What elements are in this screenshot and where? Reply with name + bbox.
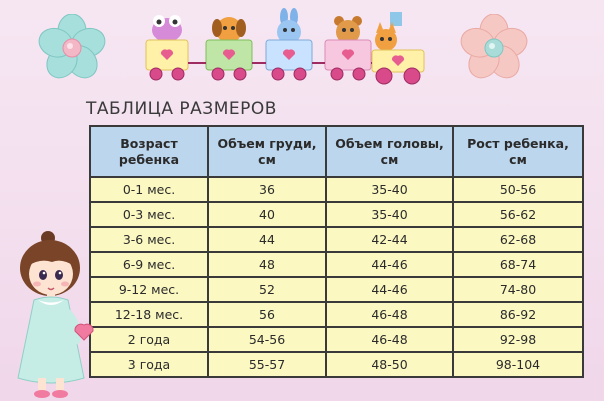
cell-chest: 44 (207, 226, 327, 253)
cell-height: 56-62 (452, 201, 584, 228)
doll-illustration (17, 231, 94, 398)
cell-head: 35-40 (325, 176, 454, 203)
cell-head: 48-50 (325, 351, 454, 378)
cell-head: 44-46 (325, 251, 454, 278)
cell-height: 92-98 (452, 326, 584, 353)
cell-age: 12-18 мес. (89, 301, 209, 328)
cell-height: 98-104 (452, 351, 584, 378)
column-header-line: ребенка (118, 151, 180, 167)
cell-age: 0-1 мес. (89, 176, 209, 203)
cell-head: 46-48 (325, 301, 454, 328)
cell-age: 3-6 мес. (89, 226, 209, 253)
cell-height: 62-68 (452, 226, 584, 253)
table-header-row: Возраст ребенка Объем груди, см Объем го… (89, 125, 584, 178)
cell-chest: 40 (207, 201, 327, 228)
table-row: 3 года 55-57 48-50 98-104 (89, 351, 584, 378)
table-row: 0-3 мес. 40 35-40 56-62 (89, 201, 584, 228)
cell-chest: 52 (207, 276, 327, 303)
column-header-chest: Объем груди, см (207, 125, 327, 178)
cell-height: 68-74 (452, 251, 584, 278)
cell-chest: 36 (207, 176, 327, 203)
cell-chest: 54-56 (207, 326, 327, 353)
cell-chest: 48 (207, 251, 327, 278)
table-title: ТАБЛИЦА РАЗМЕРОВ (86, 99, 277, 119)
cell-chest: 55-57 (207, 351, 327, 378)
cell-age: 6-9 мес. (89, 251, 209, 278)
frog-car (145, 15, 189, 71)
column-header-head: Объем головы, см (325, 125, 454, 178)
column-header-line: см (258, 151, 276, 167)
table-row: 2 года 54-56 46-48 92-98 (89, 326, 584, 353)
cell-age: 3 года (89, 351, 209, 378)
column-header-line: см (509, 151, 527, 167)
cell-height: 86-92 (452, 301, 584, 328)
column-header-line: Возраст (120, 135, 178, 151)
bear-car (324, 16, 372, 71)
table-row: 3-6 мес. 44 42-44 62-68 (89, 226, 584, 253)
column-header-age: Возраст ребенка (89, 125, 209, 178)
column-header-line: Рост ребенка, (467, 135, 569, 151)
table-row: 12-18 мес. 56 46-48 86-92 (89, 301, 584, 328)
puppy-car (205, 17, 253, 71)
toy-train-illustration (145, 8, 425, 85)
column-header-line: Объем головы, (335, 135, 444, 151)
cell-chest: 56 (207, 301, 327, 328)
cell-height: 74-80 (452, 276, 584, 303)
cell-head: 44-46 (325, 276, 454, 303)
column-header-height: Рост ребенка, см (452, 125, 584, 178)
size-table: Возраст ребенка Объем груди, см Объем го… (89, 125, 584, 378)
cell-head: 35-40 (325, 201, 454, 228)
table-row: 9-12 мес. 52 44-46 74-80 (89, 276, 584, 303)
cell-head: 42-44 (325, 226, 454, 253)
cat-engine (371, 12, 425, 73)
column-header-line: Объем груди, (217, 135, 317, 151)
cell-height: 50-56 (452, 176, 584, 203)
table-row: 6-9 мес. 48 44-46 68-74 (89, 251, 584, 278)
right-flower-icon (460, 14, 528, 79)
column-header-line: см (380, 151, 399, 167)
left-flower-icon (38, 14, 106, 79)
table-row: 0-1 мес. 36 35-40 50-56 (89, 176, 584, 203)
cell-head: 46-48 (325, 326, 454, 353)
cell-age: 2 года (89, 326, 209, 353)
bunny-car (265, 8, 313, 71)
cell-age: 0-3 мес. (89, 201, 209, 228)
cell-age: 9-12 мес. (89, 276, 209, 303)
